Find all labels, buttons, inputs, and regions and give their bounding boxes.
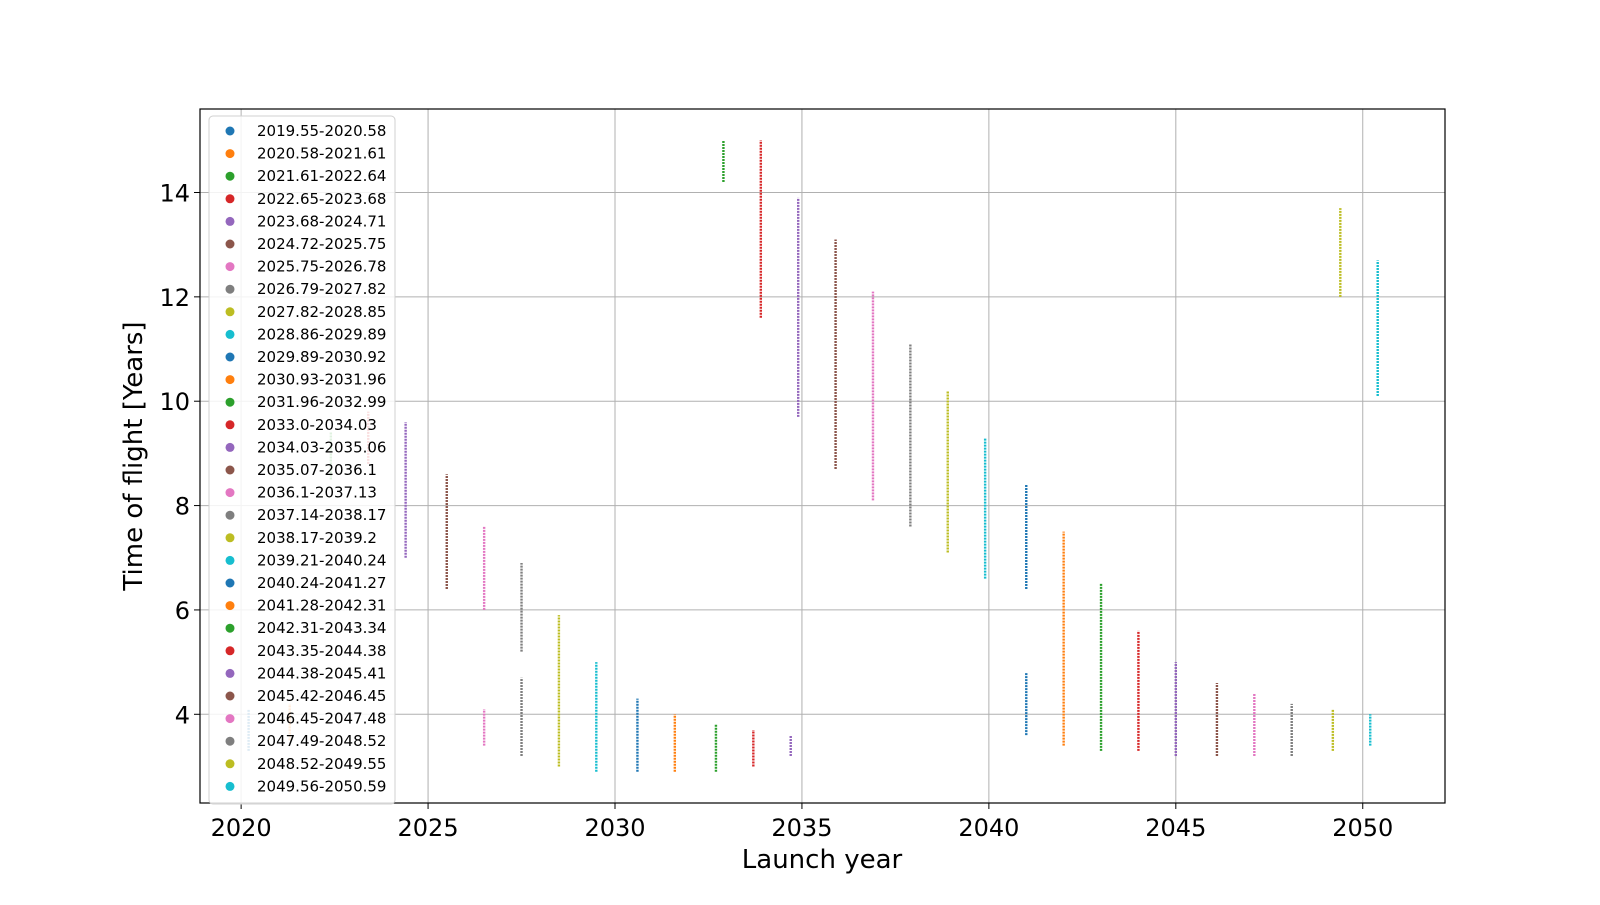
legend-marker — [225, 601, 235, 611]
legend-label: 2031.96-2032.99 — [257, 393, 386, 411]
y-tick-label: 12 — [159, 284, 190, 312]
x-tick-label: 2035 — [771, 814, 832, 842]
legend-marker — [225, 194, 235, 204]
legend-label: 2045.42-2046.45 — [257, 687, 386, 705]
legend-label: 2042.31-2043.34 — [257, 619, 386, 637]
legend-marker — [225, 442, 235, 452]
legend-label: 2040.24-2041.27 — [257, 574, 386, 592]
legend-marker — [225, 578, 235, 588]
legend-label: 2030.93-2031.96 — [257, 371, 386, 389]
legend-marker — [225, 759, 235, 769]
legend-label: 2048.52-2049.55 — [257, 755, 386, 773]
legend-marker — [225, 623, 235, 633]
legend-marker — [225, 691, 235, 701]
legend-label: 2021.61-2022.64 — [257, 167, 386, 185]
legend-marker — [225, 668, 235, 678]
x-tick-label: 2030 — [584, 814, 645, 842]
legend-marker — [225, 216, 235, 226]
legend-label: 2023.68-2024.71 — [257, 212, 386, 230]
legend-marker — [225, 488, 235, 498]
legend-marker — [225, 420, 235, 430]
legend-marker — [225, 284, 235, 294]
legend-marker — [225, 375, 235, 385]
legend-marker — [225, 352, 235, 362]
legend-label: 2049.56-2050.59 — [257, 777, 386, 795]
legend-label: 2046.45-2047.48 — [257, 710, 386, 728]
y-tick-label: 8 — [175, 493, 190, 521]
legend-label: 2028.86-2029.89 — [257, 325, 386, 343]
legend-label: 2043.35-2044.38 — [257, 642, 386, 660]
legend-box — [208, 115, 396, 805]
legend-marker — [225, 646, 235, 656]
x-tick-label: 2020 — [211, 814, 272, 842]
legend-label: 2033.0-2034.03 — [257, 416, 377, 434]
legend-label: 2037.14-2038.17 — [257, 506, 386, 524]
axis-ticks: 2020 2025 2030 2035 2040 2045 2050 4 6 8 10 12 14 — [159, 179, 1393, 842]
legend-label: 2044.38-2045.41 — [257, 664, 386, 682]
legend-label: 2039.21-2040.24 — [257, 551, 386, 569]
legend-label: 2020.58-2021.61 — [257, 145, 386, 163]
legend-label: 2027.82-2028.85 — [257, 303, 386, 321]
y-tick-label: 4 — [175, 701, 190, 729]
legend-marker — [225, 307, 235, 317]
legend-label: 2024.72-2025.75 — [257, 235, 386, 253]
plot-frame — [199, 108, 1446, 804]
y-tick-label: 6 — [175, 597, 190, 625]
legend-marker — [225, 262, 235, 272]
y-tick-label: 10 — [159, 388, 190, 416]
legend-marker — [225, 149, 235, 159]
legend-marker — [225, 329, 235, 339]
y-axis-label: Time of flight [Years] — [119, 321, 149, 591]
x-tick-label: 2025 — [398, 814, 459, 842]
x-tick-label: 2040 — [958, 814, 1019, 842]
legend-marker — [225, 126, 235, 136]
legend-marker — [225, 171, 235, 181]
legend-marker — [225, 555, 235, 565]
legend-marker — [225, 465, 235, 475]
legend-label: 2034.03-2035.06 — [257, 438, 386, 456]
y-tick-label: 14 — [159, 179, 190, 207]
legend-label: 2047.49-2048.52 — [257, 732, 386, 750]
legend: 2019.55-2020.58 2020.58-2021.61 2021.61-20… — [208, 115, 396, 805]
x-axis-label: Launch year — [742, 845, 903, 875]
legend-label: 2026.79-2027.82 — [257, 280, 386, 298]
legend-marker — [225, 736, 235, 746]
legend-label: 2041.28-2042.31 — [257, 597, 386, 615]
legend-label: 2029.89-2030.92 — [257, 348, 386, 366]
legend-marker — [225, 510, 235, 520]
legend-marker — [225, 781, 235, 791]
grid-lines — [200, 109, 1445, 803]
legend-marker — [225, 714, 235, 724]
legend-label: 2025.75-2026.78 — [257, 258, 386, 276]
legend-label: 2035.07-2036.1 — [257, 461, 377, 479]
legend-label: 2022.65-2023.68 — [257, 190, 386, 208]
legend-label: 2019.55-2020.58 — [257, 122, 386, 140]
legend-label: 2038.17-2039.2 — [257, 529, 377, 547]
x-tick-label: 2045 — [1145, 814, 1206, 842]
legend-marker — [225, 239, 235, 249]
legend-label: 2036.1-2037.13 — [257, 484, 377, 502]
data-points — [247, 140, 1379, 772]
legend-marker — [225, 533, 235, 543]
legend-marker — [225, 397, 235, 407]
x-tick-label: 2050 — [1332, 814, 1393, 842]
plot-area — [200, 109, 1445, 803]
